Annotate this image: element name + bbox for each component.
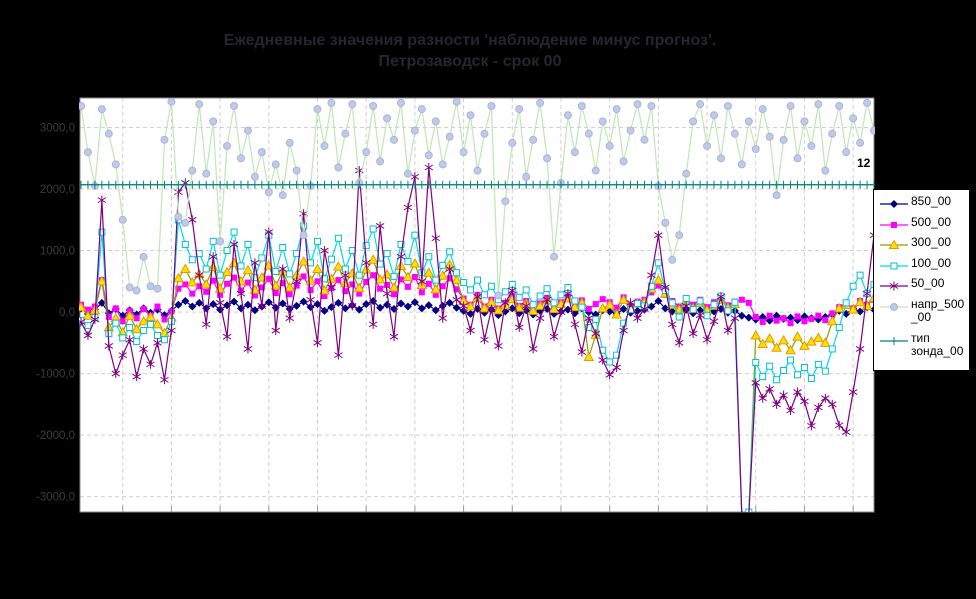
y-axis-label: 0,0 [59,307,75,319]
y-axis-label: 3000,0 [40,123,75,135]
chart-title-line2: Петрозаводск - срок 00 [378,53,562,70]
legend-marker-300_00 [880,239,908,249]
legend-label: тип зонда_00 [911,330,964,358]
legend-label: 100_00 [911,255,952,270]
y-axis-label: 1000,0 [40,246,75,258]
y-axis-label: 2000,0 [40,184,75,196]
series-100_00 [79,216,875,512]
chart-title: Ежедневные значения разности 'наблюдение… [0,30,940,72]
legend-label: 50_00 [911,276,945,290]
legend: 850_00 500_00 300_00 100_00 50_00 напр_500 _0… [873,189,970,371]
legend-item-850_00: 850_00 [879,194,967,216]
y-axis-label: -1000,0 [36,369,75,381]
series-тип зонда_00 [79,180,875,189]
legend-label: напр_500 _00 [911,296,965,324]
legend-item-тип зонда_00: тип зонда_00 [879,330,967,366]
y-axis-label: -2000,0 [36,430,75,442]
legend-label: 500_00 [911,214,952,229]
legend-item-100_00: 100_00 [879,255,967,278]
legend-label: 850_00 [911,194,952,208]
legend-marker-100_00 [880,262,908,269]
legend-item-50_00: 50_00 [879,276,967,298]
legend-item-300_00: 300_00 [879,235,967,257]
series-напр_500_00 [79,98,875,300]
legend-marker-тип зонда_00 [880,336,908,345]
legend-item-500_00: 500_00 [879,214,967,237]
data-label-12: 12 [857,156,871,170]
legend-label: 300_00 [911,235,952,249]
legend-marker-напр_500_00 [880,302,908,311]
y-axis-label: -3000,0 [36,492,75,504]
legend-marker-850_00 [880,200,908,208]
legend-marker-50_00 [880,281,908,291]
chart-title-line1: Ежедневные значения разности 'наблюдение… [223,32,717,49]
legend-marker-500_00 [880,221,908,228]
series-50_00 [79,163,875,512]
legend-item-напр_500_00: напр_500 _00 [879,296,967,332]
